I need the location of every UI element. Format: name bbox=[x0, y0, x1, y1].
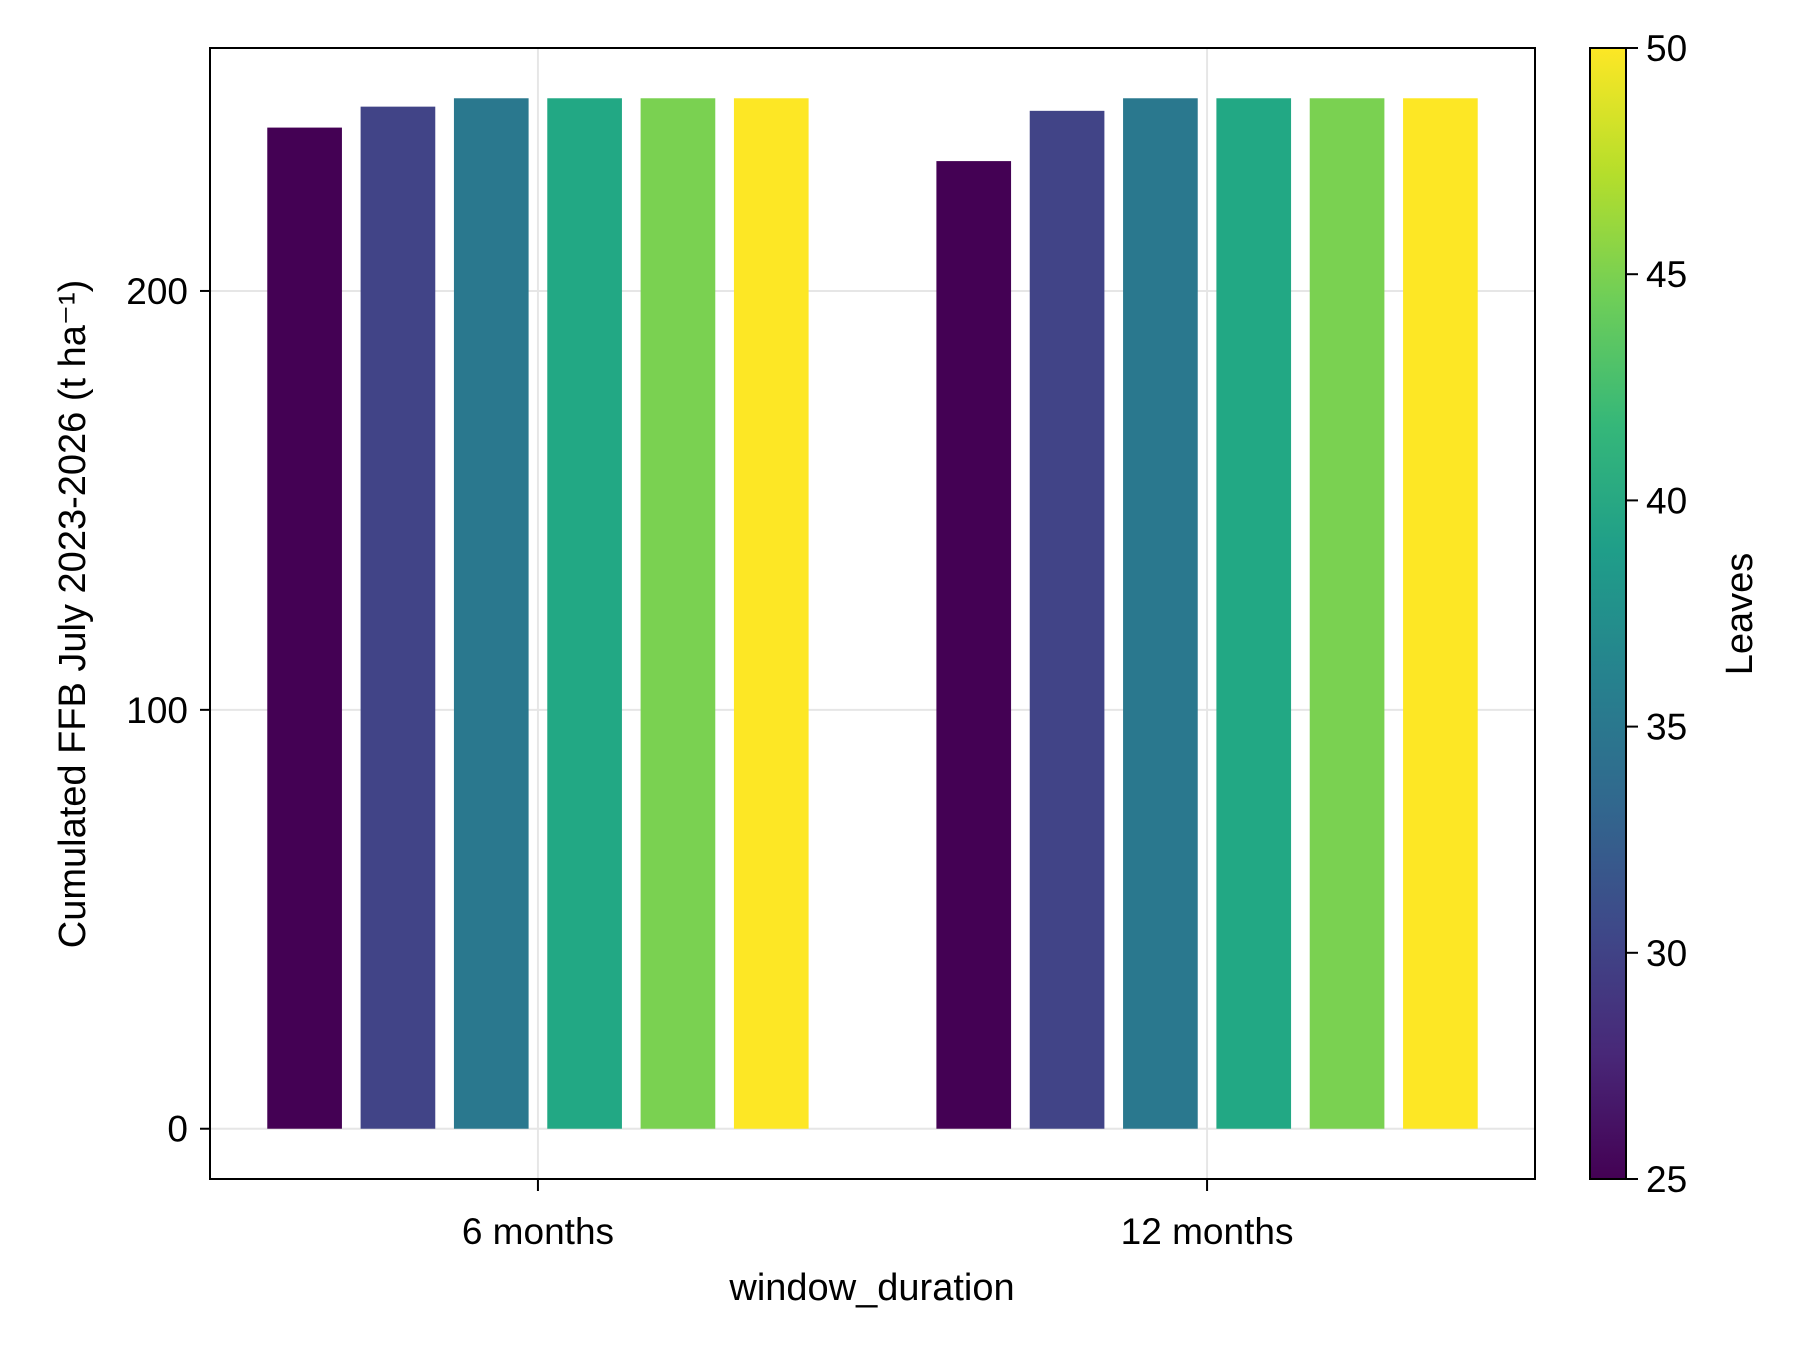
colorbar-tick-label: 35 bbox=[1646, 707, 1687, 748]
bar bbox=[1403, 98, 1478, 1129]
colorbar-tick-label: 50 bbox=[1646, 28, 1687, 69]
bar bbox=[1123, 98, 1198, 1129]
colorbar: 25 30 35 40 45 50 Leaves bbox=[1589, 28, 1761, 1200]
bar bbox=[267, 127, 342, 1129]
bar bbox=[936, 161, 1012, 1129]
colorbar-tick-label: 30 bbox=[1646, 933, 1687, 974]
plot-area-frame bbox=[209, 47, 1536, 1180]
x-axis-title: window_duration bbox=[728, 1267, 1014, 1309]
y-tick-label: 100 bbox=[126, 690, 188, 731]
colorbar-tick-label: 25 bbox=[1646, 1159, 1687, 1200]
y-axis-title: Cumulated FFB July 2023-2026 (t ha⁻¹) bbox=[52, 280, 94, 948]
colorbar-tick-label: 40 bbox=[1646, 480, 1687, 521]
colorbar-tick-label: 45 bbox=[1646, 254, 1687, 295]
bar bbox=[1309, 98, 1385, 1129]
bar bbox=[733, 98, 809, 1129]
bar bbox=[1216, 98, 1292, 1129]
colorbar-ticks: 25 30 35 40 45 50 bbox=[1626, 28, 1687, 1200]
bar bbox=[1029, 110, 1105, 1129]
y-tick-label: 200 bbox=[126, 271, 188, 312]
bars bbox=[267, 98, 1478, 1129]
bar bbox=[360, 106, 436, 1129]
axes: 0 100 200 6 months 12 months bbox=[126, 271, 1293, 1252]
bar bbox=[640, 98, 716, 1129]
x-tick-label: 6 months bbox=[462, 1211, 614, 1252]
bar bbox=[547, 98, 622, 1129]
colorbar-title: Leaves bbox=[1719, 553, 1761, 676]
x-tick-label: 12 months bbox=[1121, 1211, 1294, 1252]
bar bbox=[453, 98, 529, 1129]
colorbar-gradient bbox=[1589, 47, 1627, 1180]
y-tick-label: 0 bbox=[167, 1109, 188, 1150]
